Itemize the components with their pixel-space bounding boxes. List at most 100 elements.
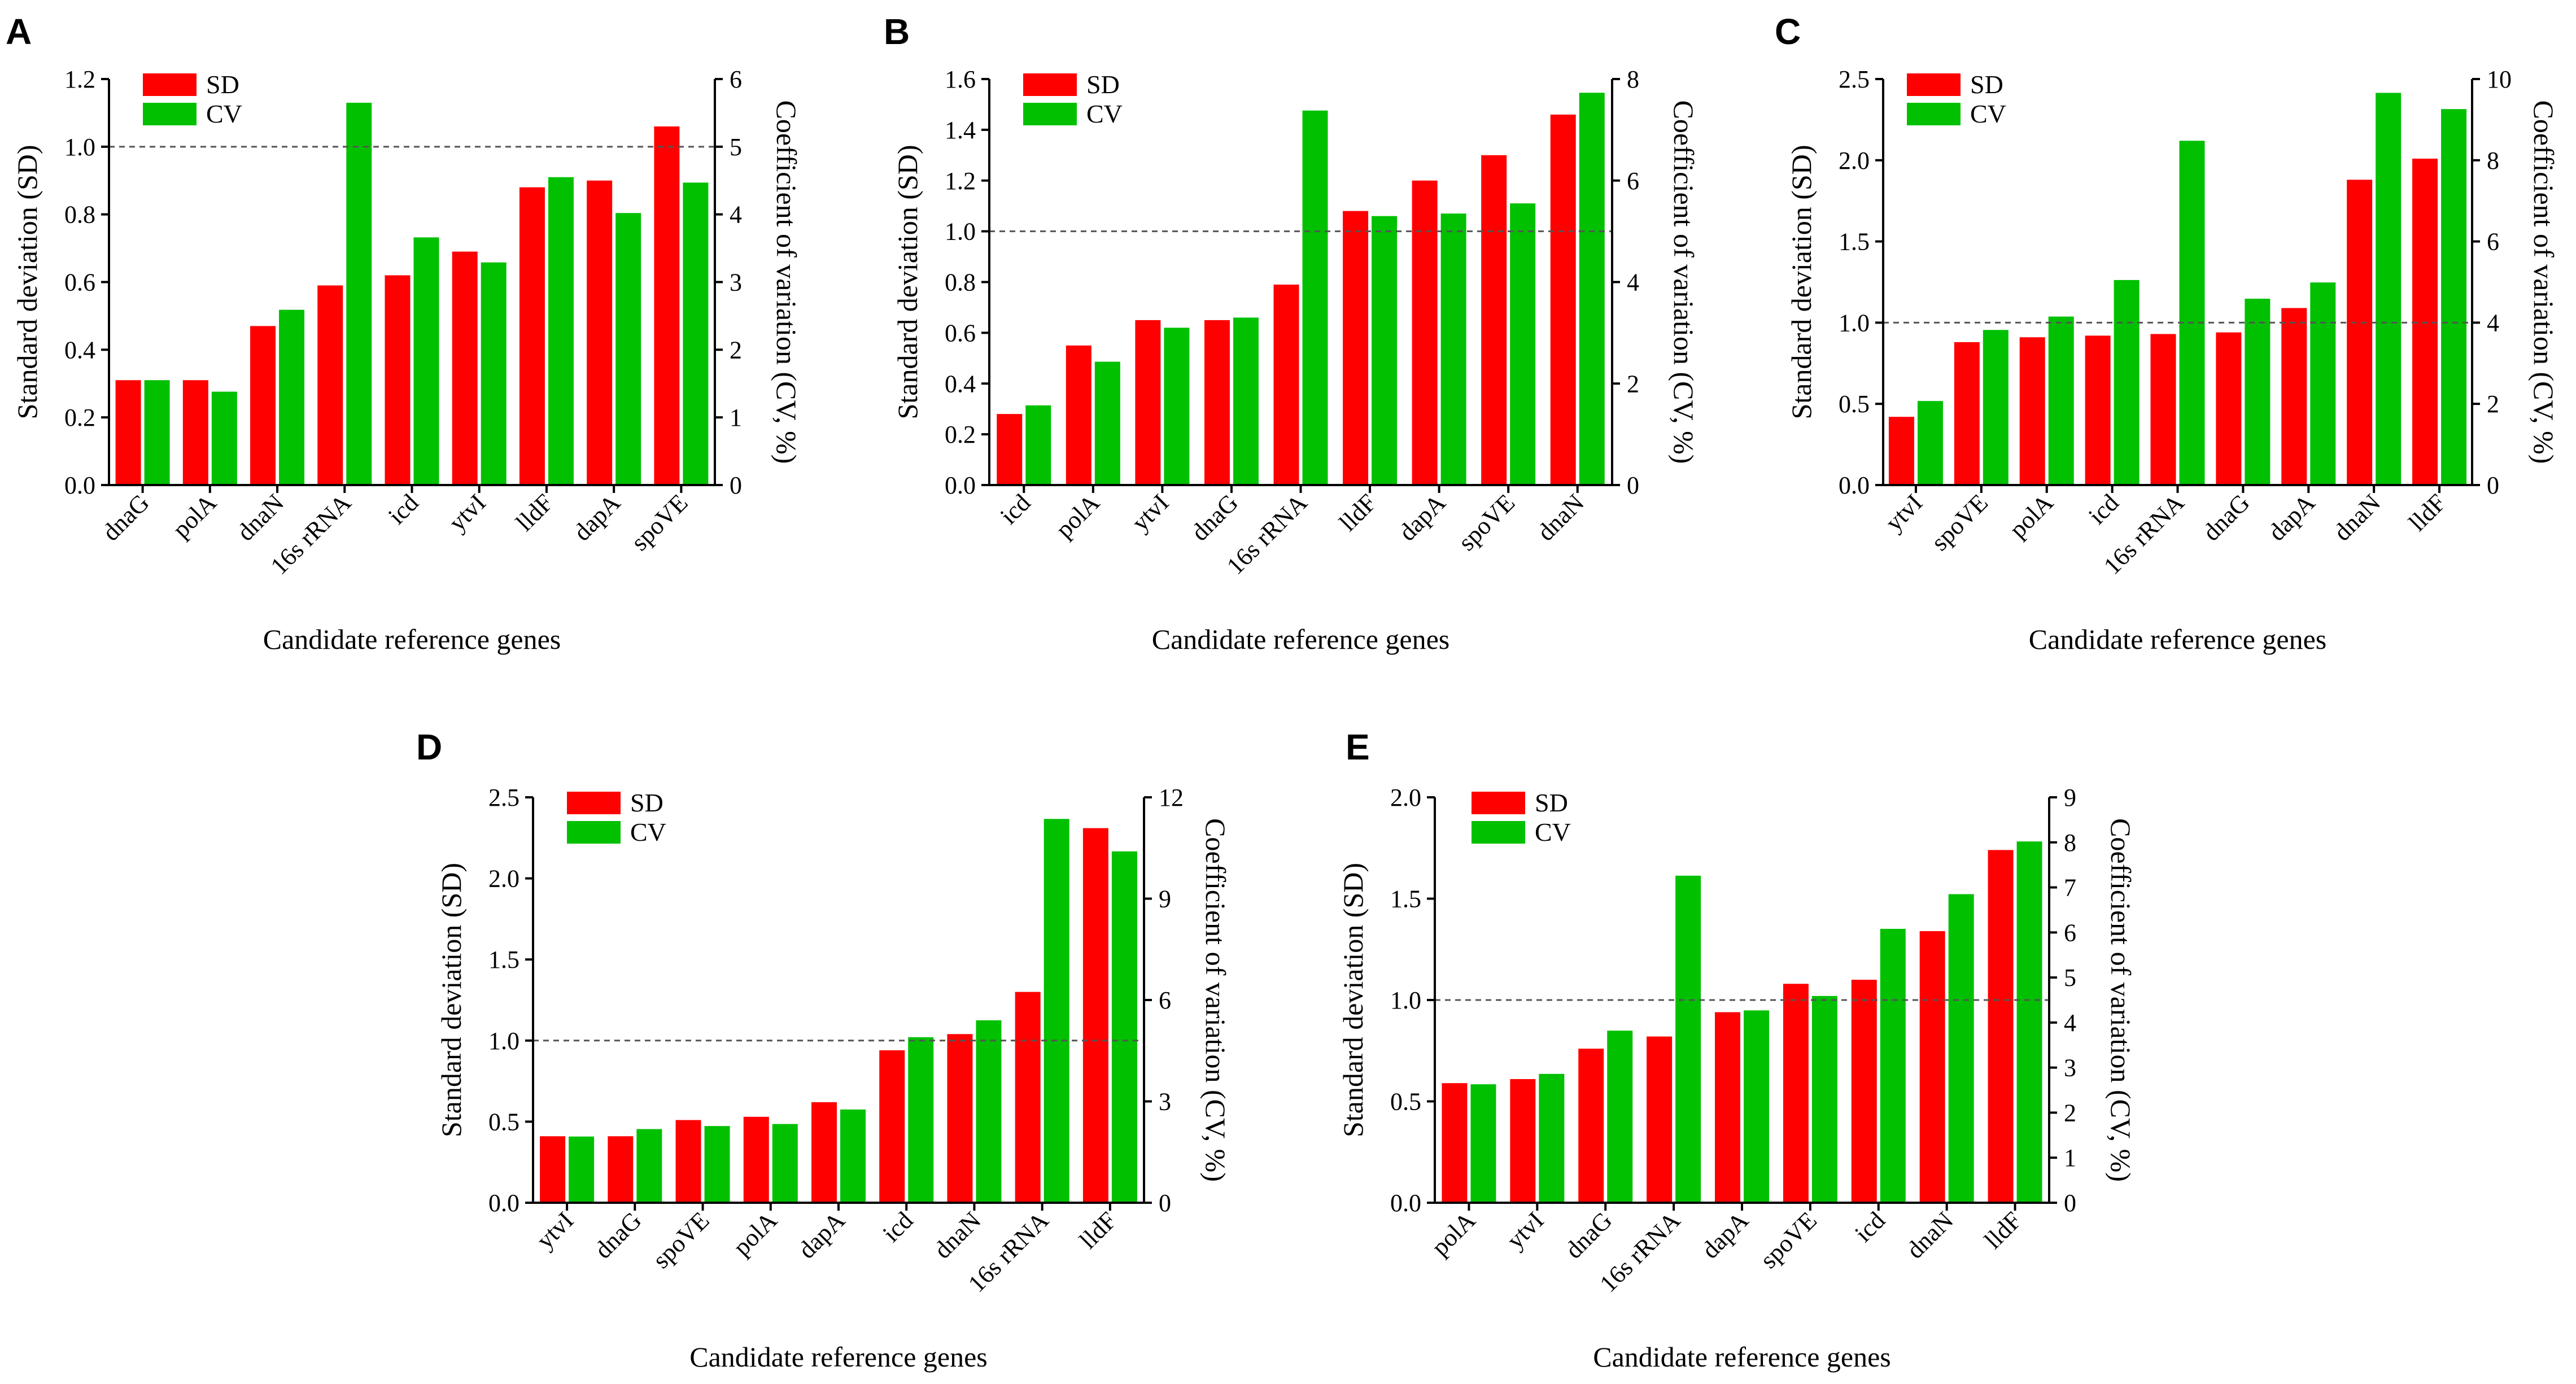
cv-bar bbox=[1607, 1031, 1633, 1203]
cv-bar bbox=[2245, 298, 2271, 485]
legend-cv-swatch bbox=[1023, 103, 1077, 125]
y2-tick-label: 6 bbox=[2064, 919, 2076, 946]
y-tick-label: 1.0 bbox=[64, 133, 95, 161]
y2-tick-label: 5 bbox=[2064, 964, 2076, 992]
sd-bar bbox=[2347, 180, 2373, 485]
y-tick-label: 0.2 bbox=[945, 421, 976, 448]
y2-tick-label: 6 bbox=[1159, 986, 1171, 1014]
x-tick-label: lldF bbox=[1074, 1206, 1122, 1254]
legend-sd-label: SD bbox=[206, 70, 239, 99]
y-tick-label: 0.8 bbox=[945, 269, 976, 296]
panel-label: C bbox=[1775, 11, 1801, 52]
cv-bar bbox=[1539, 1073, 1565, 1203]
x-tick-label: dnaG bbox=[97, 488, 155, 546]
panel-label: B bbox=[884, 11, 910, 52]
sd-bar bbox=[519, 187, 545, 485]
sd-bar bbox=[675, 1120, 701, 1203]
cv-bar bbox=[211, 391, 237, 485]
y-tick-label: 0.0 bbox=[1839, 471, 1870, 499]
y-tick-label: 2.0 bbox=[488, 865, 519, 893]
legend-cv-swatch bbox=[567, 821, 621, 844]
legend-sd-swatch bbox=[1472, 792, 1525, 814]
cv-bar bbox=[1579, 93, 1605, 486]
y2-tick-label: 4 bbox=[730, 201, 742, 229]
y-tick-label: 0.0 bbox=[488, 1189, 519, 1217]
y2-tick-label: 0 bbox=[2064, 1189, 2076, 1217]
cv-bar bbox=[2441, 109, 2467, 485]
y-tick-label: 0.2 bbox=[64, 404, 95, 431]
x-tick-label: polA bbox=[2004, 488, 2059, 543]
cv-bar bbox=[1744, 1010, 1769, 1203]
y2-tick-label: 4 bbox=[2064, 1009, 2076, 1037]
cv-bar bbox=[772, 1124, 798, 1203]
cv-bar bbox=[1233, 317, 1259, 485]
cv-bar bbox=[1948, 894, 1974, 1203]
y-axis-title: Standard deviation (SD) bbox=[1785, 145, 1817, 419]
y-tick-label: 0.4 bbox=[945, 370, 976, 398]
y-axis-title: Standard deviation (SD) bbox=[1337, 863, 1369, 1137]
x-tick-label: polA bbox=[167, 488, 222, 543]
legend-cv-label: CV bbox=[206, 99, 242, 128]
x-tick-label: icd bbox=[1849, 1206, 1890, 1247]
cv-bar bbox=[1111, 851, 1137, 1203]
panel-label: D bbox=[416, 727, 442, 767]
x-axis-title: Candidate reference genes bbox=[1152, 623, 1449, 655]
x-tick-label: ytvI bbox=[531, 1206, 579, 1254]
legend-sd-swatch bbox=[567, 792, 621, 814]
y2-tick-label: 3 bbox=[1159, 1088, 1171, 1116]
y-tick-label: 0.0 bbox=[64, 471, 95, 499]
sd-bar bbox=[540, 1136, 566, 1203]
x-tick-label: lldF bbox=[2403, 488, 2451, 536]
x-tick-label: spoVE bbox=[626, 488, 693, 556]
y2-tick-label: 1 bbox=[730, 404, 742, 431]
cv-bar bbox=[1880, 928, 1906, 1203]
cv-bar bbox=[908, 1037, 934, 1203]
sd-bar bbox=[115, 380, 141, 485]
cv-bar bbox=[1675, 875, 1701, 1203]
sd-bar bbox=[1783, 984, 1809, 1203]
sd-bar bbox=[1647, 1036, 1673, 1203]
cv-bar bbox=[2048, 316, 2074, 485]
sd-bar bbox=[1715, 1012, 1740, 1203]
x-tick-label: ytvI bbox=[443, 488, 491, 536]
sd-bar bbox=[2281, 308, 2307, 485]
y2-tick-label: 3 bbox=[2064, 1054, 2076, 1082]
cv-bar bbox=[569, 1136, 595, 1203]
y-tick-label: 1.2 bbox=[945, 167, 976, 195]
sd-bar bbox=[2019, 337, 2045, 485]
y2-tick-label: 0 bbox=[1627, 471, 1639, 499]
y2-tick-label: 8 bbox=[2064, 829, 2076, 857]
cv-bar bbox=[481, 262, 507, 485]
y-tick-label: 1.0 bbox=[945, 218, 976, 246]
y-tick-label: 2.5 bbox=[488, 784, 519, 811]
y-tick-label: 0.0 bbox=[945, 471, 976, 499]
y-tick-label: 0.0 bbox=[1390, 1189, 1421, 1217]
cv-bar bbox=[683, 182, 709, 486]
sd-bar bbox=[1919, 931, 1945, 1203]
cv-bar bbox=[1983, 330, 2009, 485]
x-tick-label: spoVE bbox=[647, 1206, 714, 1273]
x-tick-label: dapA bbox=[1696, 1206, 1754, 1264]
sd-bar bbox=[1481, 155, 1507, 485]
y2-tick-label: 2 bbox=[730, 336, 742, 364]
y-tick-label: 0.8 bbox=[64, 201, 95, 229]
y-tick-label: 1.5 bbox=[1839, 228, 1870, 256]
x-tick-label: spoVE bbox=[1755, 1206, 1822, 1273]
y2-tick-label: 10 bbox=[2487, 66, 2512, 93]
y2-tick-label: 1 bbox=[2064, 1144, 2076, 1172]
sd-bar bbox=[1412, 180, 1438, 485]
sd-bar bbox=[2216, 332, 2242, 485]
x-tick-label: ytvI bbox=[1127, 488, 1175, 536]
x-tick-label: dnaN bbox=[2328, 488, 2386, 546]
x-tick-label: icd bbox=[995, 488, 1036, 530]
y2-tick-label: 7 bbox=[2064, 874, 2076, 902]
x-axis-title: Candidate reference genes bbox=[2029, 623, 2326, 655]
y2-tick-label: 4 bbox=[2487, 309, 2499, 337]
sd-bar bbox=[1442, 1083, 1468, 1203]
sd-bar bbox=[1135, 320, 1161, 485]
legend-sd-label: SD bbox=[630, 788, 663, 817]
cv-bar bbox=[1917, 401, 1943, 485]
